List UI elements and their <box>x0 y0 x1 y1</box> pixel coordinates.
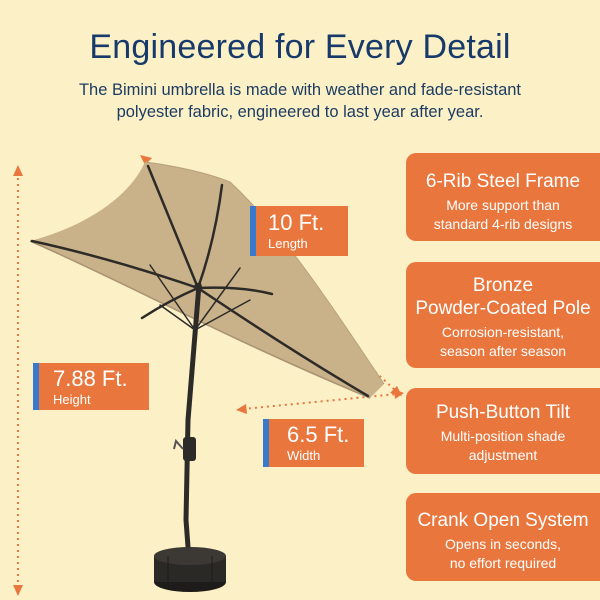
feature-title-line: Powder-Coated Pole <box>415 298 591 319</box>
feature-desc-line: no effort required <box>449 555 557 571</box>
feature-desc-line: Multi-position shade <box>440 428 566 444</box>
feature-title: 6-Rib Steel Frame <box>425 171 581 192</box>
feature-desc-line: Opens in seconds, <box>445 536 561 552</box>
feature-description: Multi-position shade adjustment <box>406 427 600 465</box>
length-label: 10 Ft. Length <box>250 206 348 256</box>
page-subtitle: The Bimini umbrella is made with weather… <box>30 79 570 123</box>
height-dimension-line <box>13 165 23 596</box>
feature-desc-line: More support than <box>446 197 560 213</box>
feature-desc-line: adjustment <box>468 447 538 463</box>
feature-card-pole: Bronze Powder-Coated Pole Corrosion-resi… <box>406 262 600 368</box>
length-caption: Length <box>268 236 308 251</box>
feature-title: Crank Open System <box>417 510 589 531</box>
feature-description: Opens in seconds, no effort required <box>406 535 600 573</box>
umbrella-base <box>154 547 226 592</box>
height-caption: Height <box>53 392 91 407</box>
umbrella-canopy <box>29 161 385 399</box>
umbrella-pole <box>173 282 202 563</box>
subtitle-line-2: polyester fabric, engineered to last yea… <box>116 103 484 121</box>
page-title: Engineered for Every Detail <box>89 28 511 66</box>
feature-desc-line: season after season <box>439 343 567 359</box>
width-dimension-line <box>236 389 404 414</box>
height-label: 7.88 Ft. Height <box>33 363 149 410</box>
height-value: 7.88 Ft. <box>53 366 128 391</box>
feature-desc-line: standard 4-rib designs <box>433 216 573 232</box>
feature-title: Bronze Powder-Coated Pole <box>406 274 600 320</box>
umbrella-ribs <box>30 164 370 398</box>
feature-title: Push-Button Tilt <box>435 402 571 423</box>
feature-card-crank: Crank Open System Opens in seconds, no e… <box>406 493 600 581</box>
subtitle-line-1: The Bimini umbrella is made with weather… <box>78 81 522 99</box>
feature-description: Corrosion-resistant, season after season <box>406 323 600 361</box>
feature-title-line: Bronze <box>472 275 534 296</box>
length-value: 10 Ft. <box>268 210 325 235</box>
width-label: 6.5 Ft. Width <box>263 419 364 467</box>
feature-desc-line: Corrosion-resistant, <box>441 324 565 340</box>
width-caption: Width <box>287 448 321 463</box>
feature-card-rib-frame: 6-Rib Steel Frame More support than stan… <box>406 153 600 241</box>
feature-description: More support than standard 4-rib designs <box>406 196 600 234</box>
feature-card-tilt: Push-Button Tilt Multi-position shade ad… <box>406 388 600 474</box>
width-value: 6.5 Ft. <box>287 422 350 447</box>
